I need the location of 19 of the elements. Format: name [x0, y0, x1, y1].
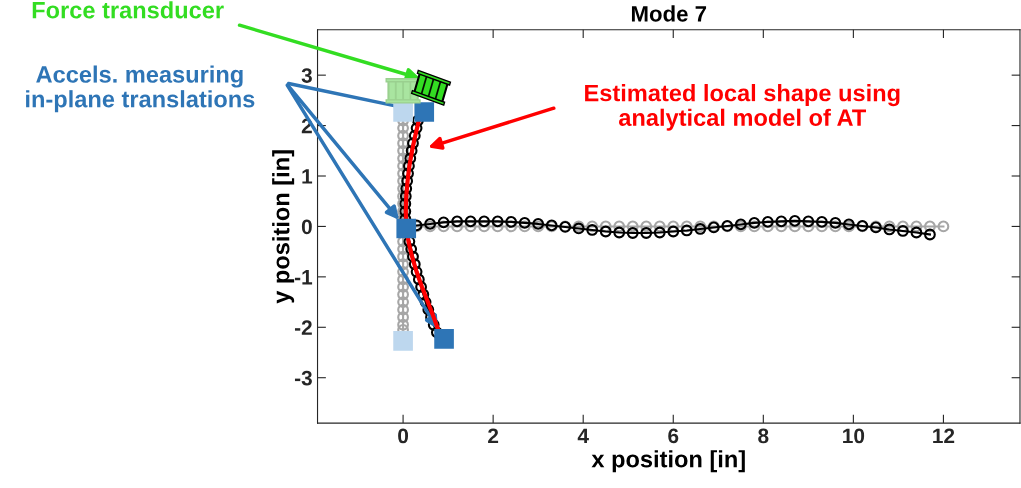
x-tick-label: 8 — [758, 428, 769, 444]
x-axis-title: x position [in] — [591, 450, 745, 473]
y-tick-label: 0 — [301, 219, 312, 235]
x-tick-label: 4 — [577, 428, 589, 444]
y-tick-label: -1 — [294, 270, 313, 285]
text: Accels. measuring in-plane translations — [26, 65, 255, 113]
x-tick-label: 0 — [398, 428, 409, 444]
x-tick-label: 12 — [933, 428, 955, 444]
x-tick-label: 10 — [843, 428, 865, 444]
y-tick-label: -2 — [294, 320, 312, 335]
y-axis-title: y position [in] — [272, 150, 295, 304]
x-tick-label: 2 — [488, 428, 499, 444]
x-tick-label: 6 — [668, 428, 679, 444]
y-tick-label: 3 — [301, 68, 312, 83]
y-tick-label: -3 — [294, 370, 312, 386]
text: Force transducer — [32, 1, 224, 19]
y-tick-label: 1 — [302, 169, 313, 184]
chart-title: Mode 7 — [631, 5, 707, 22]
annotation: Estimated local shape using analytical model of AT — [585, 84, 900, 131]
